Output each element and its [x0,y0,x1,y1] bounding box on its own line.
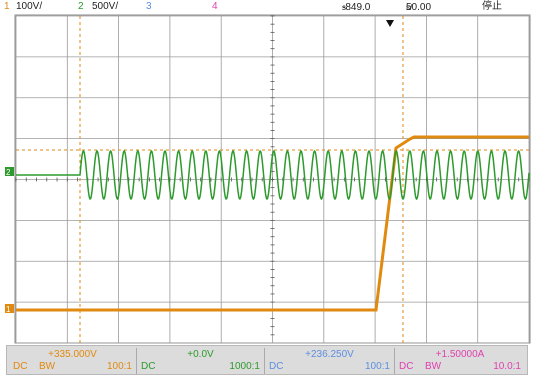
seconds-unit-icon: s [342,3,346,12]
ch3-info[interactable]: +236.250V DC 100:1 [265,348,395,374]
ch1-scale[interactable]: 100V/ [16,1,43,12]
ch2-waveform [16,149,530,201]
ch2-info[interactable]: +0.0V DC 1000:1 [137,348,265,374]
status-bar: 1 100V/ 2 500V/ 3 4 -849.0 s 50.00 s/ 停止 [4,1,502,13]
ch2-scale[interactable]: 500V/ [92,1,119,12]
ch1-info[interactable]: +335.000V DC BW 100:1 [9,348,137,374]
ch2-number[interactable]: 2 [78,1,84,12]
channel-info-bar: +335.000V DC BW 100:1 +0.0V DC 1000:1 +2… [6,345,528,375]
svg-text:2: 2 [6,168,11,177]
run-state[interactable]: 停止 [482,1,502,12]
ch4-number[interactable]: 4 [212,1,218,12]
ch1-ground-marker[interactable]: 1 [5,304,14,314]
svg-text:1: 1 [6,305,11,314]
waveform-display[interactable]: 2 1 [0,0,534,345]
ch1-waveform [16,135,529,312]
trigger-position-icon[interactable] [386,20,394,27]
ch2-ground-marker[interactable]: 2 [5,167,14,177]
seconds-per-div-icon: s/ [406,3,413,12]
ch4-info[interactable]: +1.50000A DC BW 10.0:1 [399,349,521,372]
ch1-number[interactable]: 1 [4,1,10,12]
ch3-number[interactable]: 3 [146,1,152,12]
